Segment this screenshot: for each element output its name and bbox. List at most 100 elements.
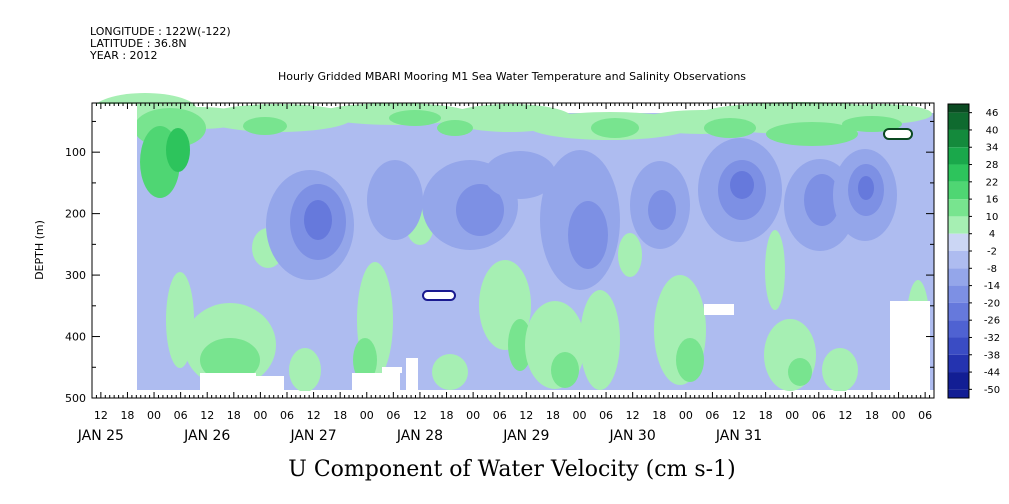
colorbar-label: 34 [986,143,999,154]
colorbar-swatch [948,147,969,165]
velocity-contour [289,348,321,392]
velocity-contour [788,358,812,386]
plot-area [91,93,935,399]
velocity-contour [858,176,874,200]
x-axis: 12 18 00 06 12 18 00 06 12 18 00 06 12 18 00 06 12 18 00 06… [77,103,935,444]
velocity-contour [842,116,902,132]
velocity-contour [676,338,704,382]
velocity-field [93,93,932,392]
colorbar-label: 28 [986,160,999,171]
x-day-label: JAN 25 [77,428,124,444]
velocity-contour [648,190,676,230]
velocity-contour [432,354,468,390]
x-hour-label: 00 [466,409,480,422]
velocity-contour [591,118,639,138]
x-hour-label: 18 [546,409,560,422]
data-gap [93,391,934,397]
x-hour-label: 18 [440,409,454,422]
velocity-contour [822,348,858,392]
y-axis: 100 200 300 400 500 [65,120,934,405]
colorbar-label: 22 [986,177,999,188]
y-tick-label: 400 [65,331,86,344]
colorbar-label: -44 [984,368,1000,379]
x-day-label: JAN 28 [396,428,443,444]
colorbar-label: -14 [984,281,1000,292]
y-tick-label: 500 [65,392,86,405]
x-hour-label: 18 [120,409,134,422]
velocity-contour [389,110,441,126]
colorbar-swatch [948,389,969,398]
colorbar-label: 16 [986,195,999,206]
x-hour-label: 06 [918,409,932,422]
x-day-label: JAN 31 [715,428,762,444]
y-tick-label: 100 [65,146,86,159]
velocity-contour [484,151,556,199]
data-gap [352,373,400,390]
velocity-contour [304,200,332,240]
data-gap [93,104,137,397]
colorbar-label: -38 [984,350,1000,361]
colorbar-label: 10 [986,212,999,223]
colorbar-label: -20 [984,298,1000,309]
velocity-contour [568,201,608,269]
colorbar-swatch [948,112,969,130]
x-hour-label: 12 [838,409,852,422]
x-hour-label: 12 [732,409,746,422]
chart-title: Hourly Gridded MBARI Mooring M1 Sea Wate… [278,70,746,83]
colorbar-swatch [948,129,969,148]
x-day-label: JAN 29 [502,428,549,444]
x-hour-label: 12 [307,409,321,422]
data-gap [200,373,256,390]
velocity-contour [166,272,194,368]
x-hour-label: 00 [572,409,586,422]
y-tick-label: 300 [65,269,86,282]
colorbar-swatch [948,216,969,234]
velocity-contour [618,233,642,277]
velocity-contour [766,122,858,146]
data-gap [883,128,913,140]
x-hour-label: 06 [599,409,613,422]
colorbar-label: -50 [984,385,1000,396]
colorbar-swatch [948,320,969,338]
colorbar-swatch [948,233,969,251]
colorbar-label: 4 [989,229,995,240]
colorbar-label: -2 [987,247,997,258]
x-hour-label: 00 [679,409,693,422]
velocity-contour [456,184,504,236]
velocity-contour [437,120,473,136]
x-hour-label: 00 [147,409,161,422]
longitude-label: LONGITUDE : 122W(-122) [90,25,231,38]
colorbar-swatch [948,251,969,269]
velocity-contour [551,352,579,388]
x-hour-label: 18 [333,409,347,422]
x-hour-label: 06 [174,409,188,422]
y-tick-label: 200 [65,208,86,221]
velocity-contour [730,171,754,199]
x-day-label: JAN 27 [289,428,336,444]
colorbar-swatch [948,104,969,113]
data-gap [704,304,734,315]
velocity-contour [580,290,620,390]
velocity-contour [704,118,756,138]
x-hour-label: 12 [200,409,214,422]
x-hour-label: 12 [413,409,427,422]
x-hour-label: 18 [227,409,241,422]
colorbar-swatch [948,372,969,390]
colorbar-label: -8 [987,264,997,275]
data-gap [406,358,418,390]
x-hour-label: 06 [493,409,507,422]
data-gap [890,301,930,391]
colorbar-swatch [948,302,969,321]
velocity-contour [804,174,840,226]
velocity-contour [204,104,352,132]
x-hour-label: 18 [759,409,773,422]
x-hour-label: 00 [360,409,374,422]
x-hour-label: 06 [705,409,719,422]
colorbar-swatch [948,199,969,217]
x-hour-label: 00 [892,409,906,422]
velocity-contour [200,338,260,382]
colorbar-swatch [948,181,969,200]
x-hour-label: 00 [785,409,799,422]
data-gap [256,376,284,390]
